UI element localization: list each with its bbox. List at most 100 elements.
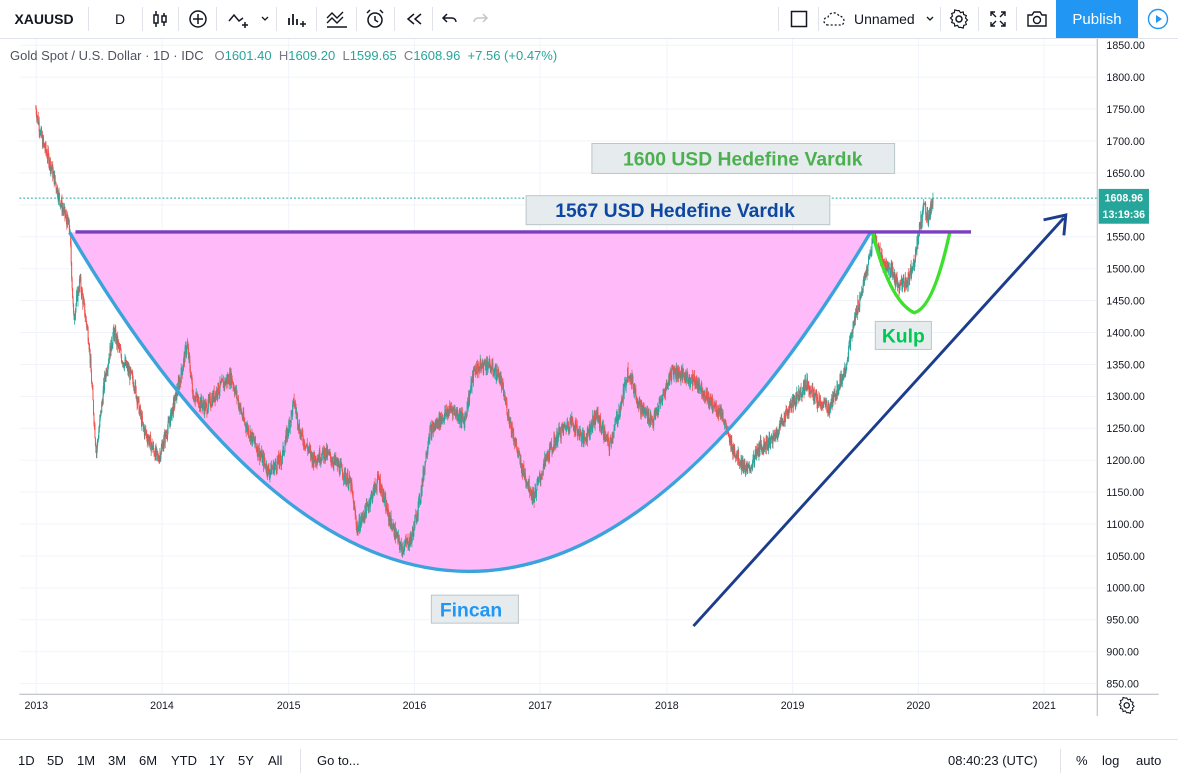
candle-body [259,454,261,460]
candle-body [602,425,604,437]
candle-body [475,366,477,374]
candle-body [387,506,389,514]
candle-body [717,405,719,414]
price-tick-label: 900.00 [1106,647,1139,659]
annotation-fincan[interactable]: Fincan [430,594,519,624]
candle-body [606,435,608,436]
candles-style-button[interactable] [144,0,176,38]
cloud-icon [823,12,845,26]
range-5y-button[interactable]: 5Y [238,740,254,781]
snapshot-button[interactable] [1020,0,1054,38]
candle-body [758,443,760,456]
candle-body [837,388,839,394]
auto-toggle[interactable]: auto [1136,740,1161,781]
percent-toggle[interactable]: % [1076,740,1088,781]
candle-body [590,425,592,433]
range-1y-button[interactable]: 1Y [209,740,225,781]
candle-body [721,415,723,419]
candle-body [112,328,114,337]
compare-button[interactable] [182,0,214,38]
candle-body [645,409,647,416]
candle-body [910,265,912,276]
interval-button[interactable]: D [98,0,142,38]
candle-body [583,434,585,439]
range-3m-button[interactable]: 3M [108,740,126,781]
candle-body [434,423,436,429]
price-chart[interactable]: 1600 USD Hedefine Vardık 1567 USD Hedefi… [0,39,1178,716]
symbol-search-button[interactable]: XAUUSD [0,0,88,38]
candle-body [845,369,847,372]
candle-body [690,377,692,379]
utc-clock[interactable]: 08:40:23 (UTC) [948,740,1038,781]
indicators-button[interactable] [222,0,256,38]
candle-body [702,392,704,395]
candle-body [525,481,527,483]
candle-body [532,491,534,501]
strategy-button[interactable] [320,0,354,38]
candle-body [853,317,855,323]
annotation-1600[interactable]: 1600 USD Hedefine Vardık [591,142,896,174]
candle-body [919,222,921,225]
candle-body [915,250,917,253]
undo-button[interactable] [436,0,464,38]
candle-body [40,128,42,131]
candle-body [701,383,703,397]
candle-body [927,220,929,225]
candle-body [406,539,408,544]
candle-body [866,270,868,275]
candle-body [515,442,517,444]
annotation-kulp-label: Kulp [882,326,925,348]
replay-button[interactable] [398,0,430,38]
candle-body [603,428,605,440]
layout-name-button[interactable]: Unnamed [822,0,940,38]
candle-body [550,443,552,446]
redo-button[interactable] [466,0,494,38]
candle-body [395,533,397,538]
candle-body [93,413,95,424]
candle-body [455,414,457,417]
fullscreen-button[interactable] [982,0,1014,38]
indicators-dropdown[interactable] [256,0,274,38]
legend-low: 1599.65 [349,48,397,63]
candle-body [478,368,480,373]
candle-body [46,157,48,159]
candle-body [795,397,797,405]
candle-body [693,378,694,380]
candle-body [416,514,418,520]
price-axis[interactable]: 1850.001800.001750.001700.001650.001600.… [1106,40,1144,690]
range-6m-button[interactable]: 6M [139,740,157,781]
candle-body [646,410,648,420]
log-toggle[interactable]: log [1102,740,1119,781]
settings-button[interactable] [942,0,976,38]
alert-button[interactable] [360,0,390,38]
play-button[interactable] [1138,0,1178,38]
range-all-button[interactable]: All [268,740,282,781]
range-label: All [268,753,283,768]
annotation-1567[interactable]: 1567 USD Hedefine Vardık [525,195,831,226]
time-axis[interactable]: 2013 2014 2015 2016 2017 2018 2019 2020 2021 [24,700,1055,712]
candle-body [567,422,568,429]
publish-button[interactable]: Publish [1056,0,1138,38]
range-1d-button[interactable]: 1D [18,740,35,781]
range-ytd-button[interactable]: YTD [171,740,197,781]
candle-body [562,427,564,429]
candle-body [124,359,126,366]
candle-body [451,409,453,410]
candle-body [374,483,376,488]
goto-button[interactable]: Go to... [317,740,360,781]
candle-body [371,493,373,495]
fullscreen-toggle-button[interactable] [782,0,816,38]
candle-body [349,479,351,483]
range-1m-button[interactable]: 1M [77,740,95,781]
range-5d-button[interactable]: 5D [47,740,64,781]
candle-body [655,410,657,416]
candle-body [804,380,806,391]
candle-body [806,377,808,387]
candle-body [503,396,505,397]
candle-body [58,191,60,200]
financials-button[interactable] [280,0,314,38]
axis-settings-button[interactable] [1118,696,1135,714]
candle-body [528,478,530,489]
annotation-kulp[interactable]: Kulp [874,320,932,350]
candle-body [258,454,260,457]
